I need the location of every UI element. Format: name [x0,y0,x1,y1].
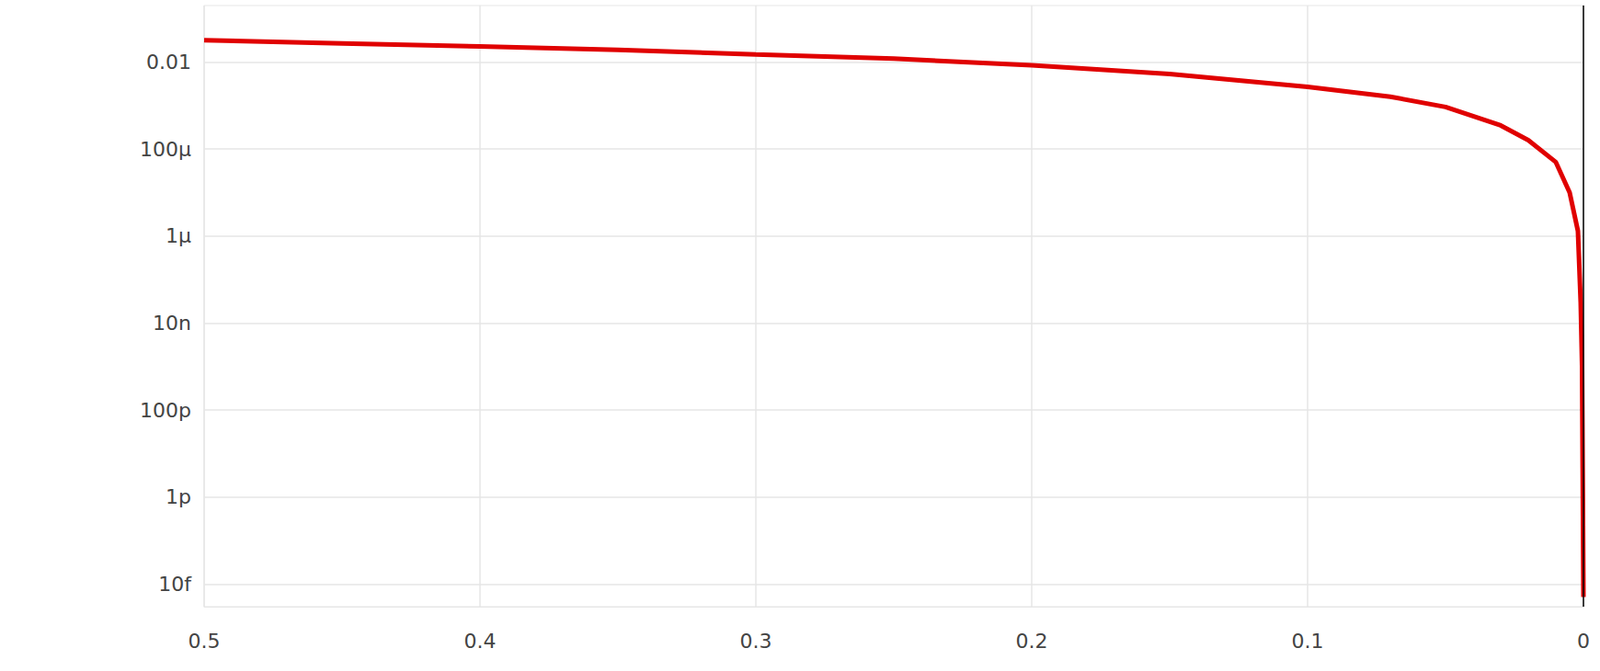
svg-text:0.1: 0.1 [1291,629,1325,653]
svg-text:0.4: 0.4 [464,629,497,653]
svg-text:10f: 10f [158,572,193,596]
svg-text:0.01: 0.01 [146,50,192,74]
svg-text:0.3: 0.3 [740,629,773,653]
svg-text:100p: 100p [139,399,192,423]
svg-text:1μ: 1μ [165,224,192,248]
svg-text:1p: 1p [165,485,192,509]
svg-text:0.5: 0.5 [188,629,221,653]
svg-text:100μ: 100μ [139,137,192,161]
svg-text:0: 0 [1577,629,1590,653]
svg-text:10n: 10n [152,311,192,335]
svg-text:0.2: 0.2 [1016,629,1049,653]
